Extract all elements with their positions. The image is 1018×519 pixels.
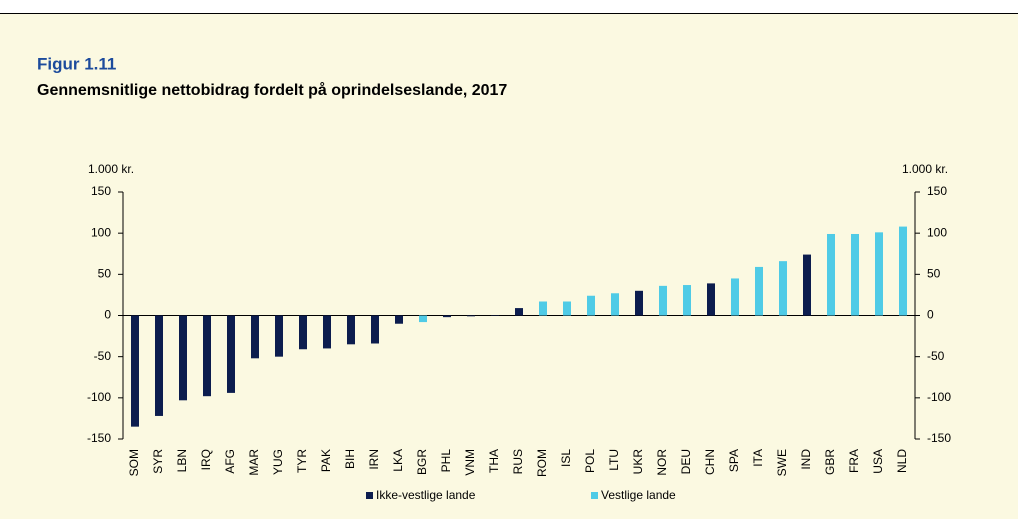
x-tick-label: NOR <box>655 449 669 476</box>
x-tick-label: THA <box>487 449 501 473</box>
bar <box>707 283 715 316</box>
y-tick-label: 0 <box>104 308 111 322</box>
x-tick-label: LKA <box>391 449 405 472</box>
bar <box>323 315 331 349</box>
bar <box>515 308 523 316</box>
legend-label: Vestlige lande <box>601 488 676 502</box>
y-tick-label: -150 <box>87 431 111 445</box>
bar <box>131 315 139 427</box>
bar <box>539 301 547 316</box>
x-tick-label: ISL <box>559 449 573 467</box>
x-tick-label: AFG <box>223 449 237 474</box>
bar <box>659 285 667 316</box>
y-tick-label: -50 <box>94 349 112 363</box>
x-tick-label: CHN <box>703 449 717 475</box>
y2-tick-label: 100 <box>927 225 947 239</box>
y2-tick-label: 50 <box>927 267 941 281</box>
x-tick-label: LBN <box>175 449 189 472</box>
bar <box>875 232 883 316</box>
bar <box>587 295 595 316</box>
x-tick-label: IRN <box>367 449 381 470</box>
x-tick-label: USA <box>871 449 885 474</box>
x-tick-label: NLD <box>895 449 909 473</box>
bar <box>347 315 355 345</box>
bar <box>611 293 619 316</box>
x-tick-label: SWE <box>775 449 789 476</box>
bar <box>443 315 451 318</box>
y2-unit: 1.000 kr. <box>902 162 948 176</box>
bar <box>419 315 427 323</box>
y2-tick-label: 0 <box>927 308 934 322</box>
bar <box>899 226 907 316</box>
legend-swatch <box>366 492 373 499</box>
x-tick-label: RUS <box>511 449 525 474</box>
x-tick-label: ROM <box>535 449 549 477</box>
x-tick-label: FRA <box>847 449 861 473</box>
x-tick-label: IND <box>799 449 813 470</box>
y2-tick-label: -150 <box>927 431 951 445</box>
bar <box>779 261 787 316</box>
bar <box>395 315 403 324</box>
x-tick-label: VNM <box>463 449 477 476</box>
bar <box>563 301 571 316</box>
legend-label: Ikke-vestlige lande <box>376 488 476 502</box>
x-tick-label: UKR <box>631 449 645 475</box>
x-tick-label: SYR <box>151 449 165 474</box>
y-tick-label: -100 <box>87 390 111 404</box>
bar <box>467 315 475 317</box>
bar <box>155 315 163 416</box>
figure-label: Figur 1.11 <box>37 54 116 73</box>
y-tick-label: 50 <box>98 267 112 281</box>
x-tick-label: POL <box>583 449 597 473</box>
x-tick-label: BIH <box>343 449 357 469</box>
y-tick-label: 150 <box>91 184 111 198</box>
y2-tick-label: -100 <box>927 390 951 404</box>
bar <box>827 233 835 316</box>
bar <box>731 278 739 316</box>
y-tick-label: 100 <box>91 225 111 239</box>
x-tick-label: LTU <box>607 449 621 471</box>
bar <box>635 290 643 316</box>
y2-tick-label: -50 <box>927 349 945 363</box>
x-tick-label: IRQ <box>199 449 213 470</box>
background <box>0 14 1018 519</box>
bar <box>251 315 259 359</box>
bar <box>491 315 499 316</box>
x-tick-label: PAK <box>319 449 333 472</box>
x-tick-label: GBR <box>823 449 837 475</box>
y-unit: 1.000 kr. <box>88 162 134 176</box>
bar <box>203 315 211 397</box>
x-tick-label: TYR <box>295 449 309 473</box>
y2-tick-label: 150 <box>927 184 947 198</box>
x-tick-label: PHL <box>439 449 453 473</box>
chart-title: Gennemsnitlige nettobidrag fordelt på op… <box>37 81 507 99</box>
bar <box>179 315 187 401</box>
bar <box>851 233 859 316</box>
bar <box>683 285 691 316</box>
x-tick-label: SOM <box>127 449 141 476</box>
x-tick-label: SPA <box>727 449 741 472</box>
bar <box>803 254 811 316</box>
bar <box>299 315 307 350</box>
bar <box>371 315 379 344</box>
bar <box>755 266 763 316</box>
x-tick-label: MAR <box>247 449 261 476</box>
bar <box>275 315 283 357</box>
x-tick-label: ITA <box>751 449 765 467</box>
x-tick-label: BGR <box>415 449 429 475</box>
bar <box>227 315 235 393</box>
x-tick-label: DEU <box>679 449 693 474</box>
legend-swatch <box>591 492 598 499</box>
x-tick-label: YUG <box>271 449 285 475</box>
